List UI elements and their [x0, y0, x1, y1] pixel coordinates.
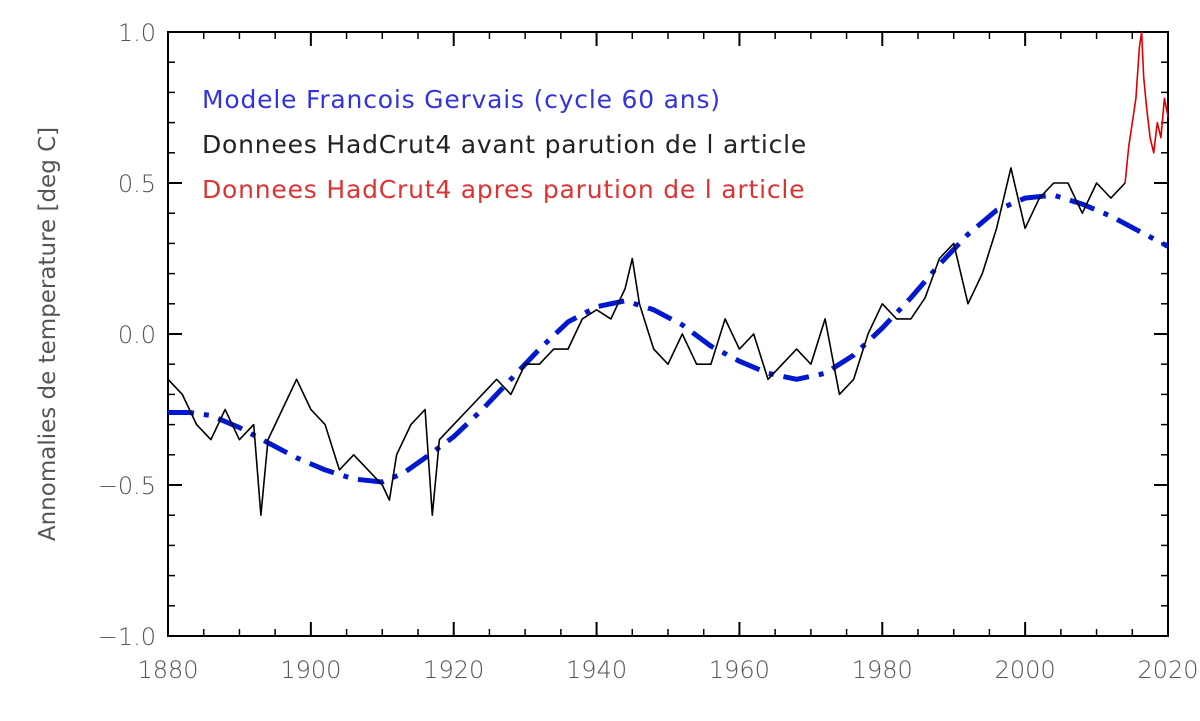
axis-ticks: 1880 1900 1920 1940 1960 1980 2000 2020 −1.0 −0.5…	[98, 19, 1199, 684]
plot-frame	[167, 31, 1169, 637]
x-tick-label: 1940	[566, 656, 627, 684]
legend-entry-before: Donnees HadCrut4 avant parution de l art…	[202, 130, 807, 159]
x-tick-label: 1980	[852, 656, 913, 684]
hadcrut4-before-series-line	[167, 167, 1126, 517]
y-tick-label: 1.0	[118, 19, 156, 47]
y-axis-label: Annomalies de temperature [deg C]	[35, 127, 61, 541]
x-tick-label: 1900	[280, 656, 341, 684]
x-tick-label: 1920	[423, 656, 484, 684]
model-series-line	[168, 192, 1170, 485]
x-tick-label: 2020	[1137, 656, 1198, 684]
x-tick-label: 2000	[995, 656, 1056, 684]
legend-entry-model: Modele Francois Gervais (cycle 60 ans)	[202, 85, 721, 114]
hadcrut4-after-series-line	[1124, 31, 1169, 184]
legend: Modele Francois Gervais (cycle 60 ans) Do…	[202, 85, 807, 204]
y-tick-label: −1.0	[98, 623, 156, 651]
y-tick-label: 0.0	[118, 321, 156, 349]
x-tick-label: 1960	[709, 656, 770, 684]
x-tick-label: 1880	[137, 656, 198, 684]
series-layer	[167, 31, 1170, 517]
legend-entry-after: Donnees HadCrut4 apres parution de l art…	[202, 175, 805, 204]
y-tick-label: −0.5	[98, 472, 156, 500]
y-tick-label: 0.5	[118, 170, 156, 198]
